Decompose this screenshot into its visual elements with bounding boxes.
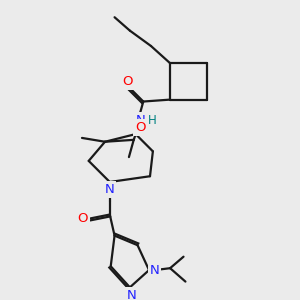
Text: N: N [136, 114, 145, 127]
Text: H: H [148, 114, 156, 127]
Text: O: O [135, 121, 146, 134]
Text: O: O [78, 212, 88, 225]
Text: N: N [105, 183, 115, 196]
Text: N: N [127, 289, 137, 300]
Text: N: N [150, 264, 160, 277]
Text: O: O [122, 75, 132, 88]
